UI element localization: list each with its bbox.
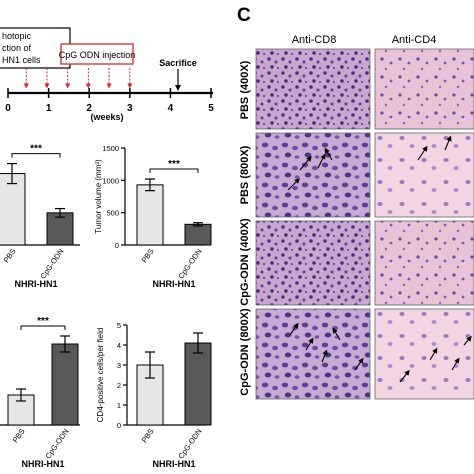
bar-cpg-odn	[46, 212, 74, 246]
y-tick-label: 3	[117, 361, 121, 370]
injection-label: CpG ODN injection	[59, 50, 136, 60]
orthotopic-label-line-1: hotopic	[2, 31, 32, 41]
injection-arrows	[23, 68, 133, 89]
y-tick-label: 5	[117, 321, 121, 330]
injection-box	[60, 43, 134, 65]
category-label: PBS	[2, 247, 18, 264]
category-label: CpG-ODN	[176, 427, 203, 460]
y-tick-label: 500	[106, 209, 119, 218]
row-label-cpg-800x: CpG-ODN (800X)	[239, 308, 251, 396]
x-axis-label: NHRI-HN1	[14, 279, 57, 289]
significance-label: ***	[168, 159, 180, 170]
weeks-label: (weeks)	[90, 112, 123, 122]
y-axis-label: CD4-positive cells/per field	[96, 328, 105, 423]
cell-pointer-arrow	[463, 335, 472, 346]
timeline-ticks: 0 1 2 3 4 5	[5, 88, 214, 114]
x-axis-label: NHRI-HN1	[152, 459, 195, 469]
cell-pointer-arrow	[354, 357, 364, 371]
timeline-tick-label: 0	[5, 103, 11, 114]
micrograph-cd4-pbs-400x	[374, 48, 474, 130]
sacrifice-label: Sacrifice	[159, 58, 197, 68]
bar-cpg-odn	[51, 343, 79, 426]
chart-cd4-positive-cells: 0 1 2 3 4 5 CD4-positive cells/per field PBS CpG…	[96, 321, 212, 469]
orthotopic-label-line-3: HN1 cells	[2, 55, 41, 65]
micrograph-cd4-pbs-800x	[374, 132, 474, 218]
cell-pointer-arrow	[287, 178, 300, 191]
bar-pbs	[136, 184, 164, 246]
timeline-tick-label: 4	[168, 103, 174, 114]
bar-pbs	[0, 173, 26, 246]
cell-pointer-arrows	[287, 135, 472, 383]
category-label: PBS	[11, 427, 27, 444]
x-axis-label: NHRI-HN1	[21, 459, 64, 469]
bar-cpg-odn	[184, 342, 212, 426]
cell-pointer-arrow	[429, 347, 438, 361]
cell-pointer-arrow	[332, 327, 341, 341]
timeline-tick-label: 2	[86, 103, 92, 114]
cell-pointer-arrow	[289, 322, 299, 336]
micrograph-cd8-pbs-800x	[255, 132, 371, 218]
y-tick-label: 0	[117, 421, 121, 430]
micrograph-panel: C Anti-CD8 Anti-CD4 PBS (400X) PBS (800X…	[237, 5, 474, 400]
significance-bracket	[20, 325, 66, 330]
timeline-tick-label: 1	[46, 103, 52, 114]
timeline-tick-label: 3	[127, 103, 133, 114]
category-label: PBS	[140, 247, 156, 264]
y-tick-label: 2	[117, 381, 121, 390]
orthotopic-label-line-2: ction of	[2, 43, 32, 53]
y-tick-label: 1500	[102, 144, 119, 153]
cell-pointer-arrow	[451, 357, 460, 371]
cell-pointer-arrow	[399, 369, 410, 383]
y-tick-label: 1	[117, 401, 121, 410]
cell-pointer-arrow	[305, 337, 314, 351]
category-label: PBS	[140, 427, 156, 444]
x-axis-label: NHRI-HN1	[152, 279, 195, 289]
row-label-cpg-400x: CpG-ODN (400X)	[239, 218, 251, 306]
significance-label: ***	[30, 144, 42, 155]
bar-cpg-odn	[184, 223, 212, 246]
cell-pointer-arrow	[324, 147, 333, 161]
column-header-cd8: Anti-CD8	[292, 34, 337, 46]
micrograph-cd8-pbs-400x	[255, 48, 371, 130]
category-label: CpG-ODN	[38, 247, 65, 280]
micrograph-cd4-cpg-400x	[374, 220, 474, 306]
significance-label: ***	[37, 316, 49, 327]
cell-pointer-arrow	[321, 349, 328, 363]
cell-pointer-arrow	[417, 145, 428, 161]
y-tick-label: 0	[115, 241, 119, 250]
timeline: hotopic ction of HN1 cells CpG ODN injec…	[0, 27, 214, 122]
chart-tumor-volume: 0 500 1000 1500 Tumor volume (mm³) PBS CpG-ODN…	[94, 144, 212, 289]
significance-bracket	[11, 153, 61, 158]
cell-pointer-arrow	[317, 153, 326, 169]
timeline-tick-label: 5	[208, 103, 214, 114]
y-axis-label: Tumor volume (mm³)	[94, 159, 103, 234]
panel-letter: C	[237, 5, 251, 26]
micrograph-cd8-cpg-400x	[255, 220, 371, 306]
y-tick-label: 4	[117, 341, 121, 350]
y-tick-label: 1000	[102, 176, 119, 185]
micrograph-cd8-cpg-800x	[255, 308, 371, 400]
micrograph-cd4-cpg-800x	[374, 308, 474, 400]
cell-pointer-arrow	[444, 135, 452, 151]
category-label: CpG-ODN	[43, 427, 70, 460]
cell-pointer-arrow	[299, 155, 312, 171]
row-label-pbs-400x: PBS (400X)	[239, 60, 251, 119]
significance-bracket	[149, 168, 199, 174]
column-header-cd4: Anti-CD4	[392, 34, 437, 46]
category-label: CpG-ODN	[176, 247, 203, 280]
row-label-pbs-800x: PBS (800X)	[239, 145, 251, 204]
